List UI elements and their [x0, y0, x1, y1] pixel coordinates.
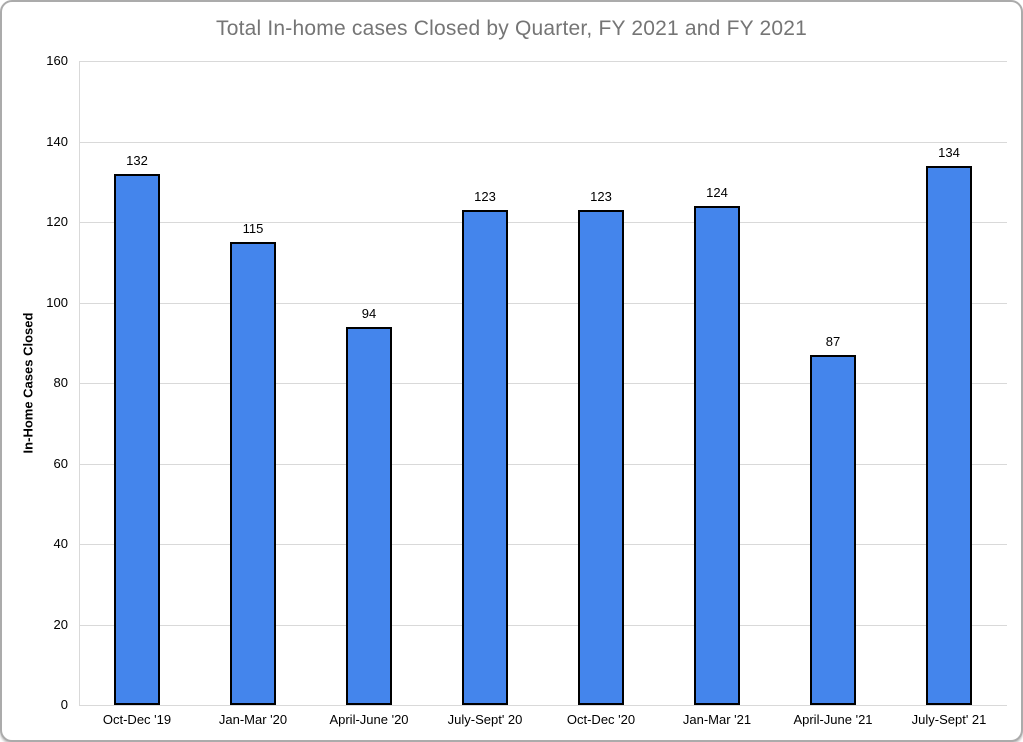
bar: [578, 209, 624, 705]
x-tick-label: Oct-Dec '20: [566, 712, 636, 727]
gridline: [79, 302, 1007, 304]
y-tick-label: 0: [60, 697, 68, 712]
bar: [810, 354, 856, 705]
gridline: [79, 463, 1007, 465]
y-tick-label: 20: [53, 616, 68, 632]
y-tick-label: 120: [46, 214, 68, 229]
x-tick-label: April-June '21: [793, 712, 873, 727]
gridline: [79, 61, 1007, 62]
bar: [694, 205, 740, 705]
x-tick-label: Jan-Mar '21: [682, 712, 752, 727]
gridline: [79, 383, 1007, 384]
bar-value-label: 115: [242, 221, 264, 237]
bar: [230, 242, 276, 705]
x-tick-label: July-Sept' 21: [911, 712, 987, 727]
bar-value-label: 134: [938, 144, 960, 160]
bar-value-label: 123: [474, 188, 496, 204]
y-tick-label: 60: [53, 455, 68, 471]
y-tick-label: 100: [46, 294, 68, 310]
x-tick-label: July-Sept' 20: [447, 712, 523, 727]
x-tick-label: Jan-Mar '20: [218, 712, 288, 727]
gridline: [79, 141, 1007, 143]
gridline: [79, 705, 1007, 706]
gridline: [79, 624, 1007, 626]
bar-value-label: 124: [706, 184, 728, 200]
bar: [926, 165, 972, 705]
bar: [462, 209, 508, 705]
bar-value-label: 123: [590, 188, 612, 204]
y-tick-label: 40: [53, 536, 68, 551]
gridline: [79, 222, 1007, 223]
x-tick-label: Oct-Dec '19: [102, 712, 172, 727]
x-tick-label: April-June '20: [329, 712, 409, 727]
bar-value-label: 132: [126, 152, 148, 168]
y-axis-line: [79, 61, 80, 705]
bar: [346, 326, 392, 705]
y-tick-label: 140: [46, 133, 68, 149]
bar-value-label: 94: [361, 305, 377, 321]
y-tick-label: 80: [53, 375, 68, 390]
bar-value-label: 87: [825, 333, 841, 349]
bar: [114, 173, 160, 705]
y-tick-label: 160: [46, 53, 68, 68]
chart-title: Total In-home cases Closed by Quarter, F…: [216, 17, 807, 40]
gridline: [79, 544, 1007, 545]
